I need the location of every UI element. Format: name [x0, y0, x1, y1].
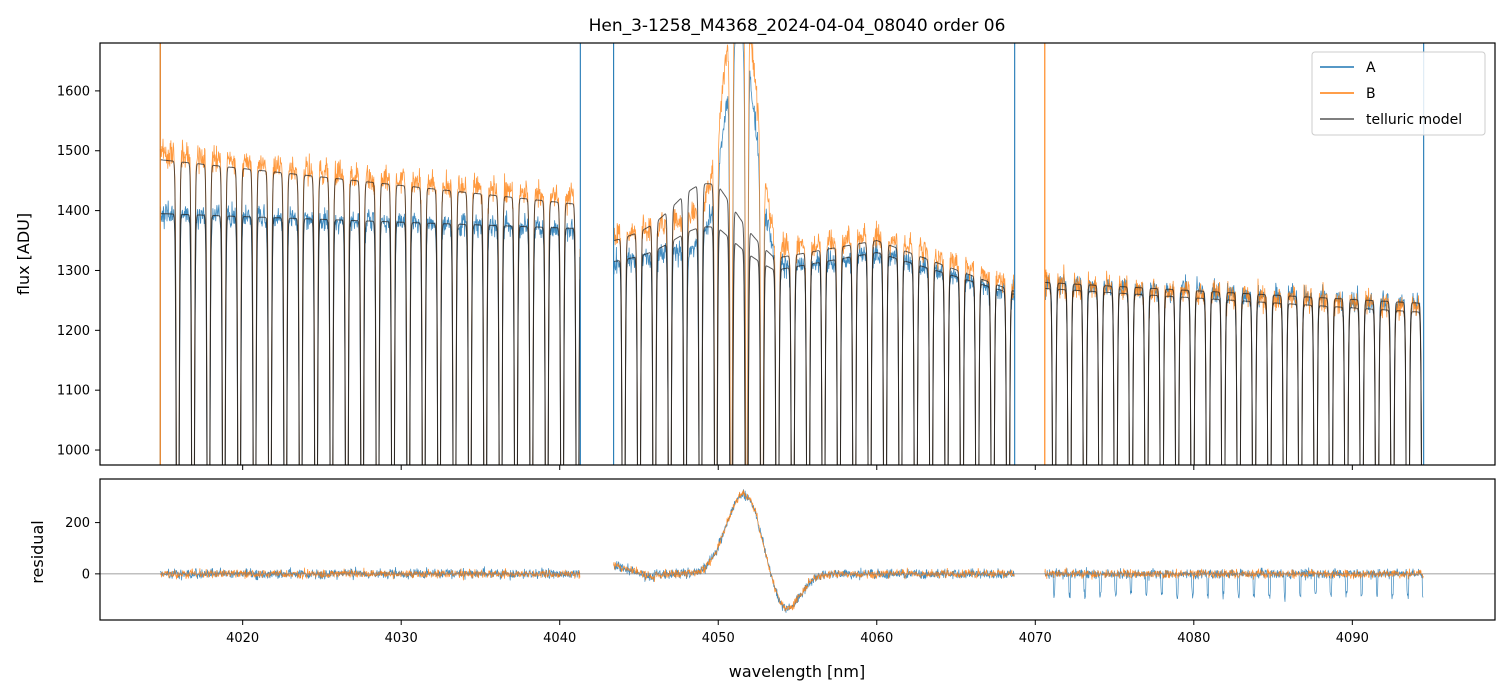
bottom-plot-area — [100, 489, 1495, 613]
x-tick-label: 4040 — [543, 631, 576, 646]
top-axes-frame — [99, 42, 1496, 466]
bottom-x-ticks: 4020 4030 4040 4050 4060 4070 4080 4090 — [226, 620, 1369, 646]
series-B-line — [613, 43, 1015, 465]
telluric-model-line — [1044, 287, 1422, 465]
y-tick-label: 200 — [65, 516, 90, 531]
y-tick-label: 1200 — [57, 324, 90, 339]
x-tick-label: 4080 — [1177, 631, 1210, 646]
legend-label-A: A — [1366, 60, 1376, 76]
y-tick-label: 1600 — [57, 84, 90, 99]
telluric-model-line — [160, 213, 581, 465]
series-A-line — [613, 43, 1015, 465]
x-tick-label: 4090 — [1336, 631, 1369, 646]
y-tick-label: 1300 — [57, 264, 90, 279]
series-A-line — [1044, 273, 1422, 465]
telluric-model-line — [160, 159, 581, 465]
legend-label-B: B — [1366, 86, 1376, 102]
legend-box — [1311, 51, 1486, 136]
telluric-model-line — [613, 183, 1015, 465]
top-y-ticks: 1000 1100 1200 1300 1400 1500 1600 — [57, 84, 100, 459]
x-tick-label: 4020 — [226, 631, 259, 646]
top-plot-area — [159, 43, 1425, 465]
x-tick-label: 4050 — [702, 631, 735, 646]
bottom-panel: 0 200 4020 4030 4040 4050 4060 4070 4080 4090 re… — [28, 478, 1496, 681]
x-axis-label: wavelength [nm] — [729, 662, 866, 681]
series-B-line — [159, 138, 581, 465]
chart-title: Hen_3-1258_M4368_2024-04-04_08040 order … — [589, 16, 1006, 36]
bottom-y-axis-label: residual — [28, 520, 47, 583]
telluric-model-line — [1044, 281, 1422, 465]
y-tick-label: 1000 — [57, 444, 90, 459]
series-A-line — [159, 200, 581, 465]
residual-B-line — [613, 489, 1015, 612]
y-tick-label: 1500 — [57, 144, 90, 159]
telluric-model-line — [613, 226, 1015, 465]
x-tick-label: 4070 — [1019, 631, 1052, 646]
series-B-line — [1044, 264, 1422, 465]
y-tick-label: 0 — [82, 567, 90, 582]
top-x-ticks — [242, 465, 1353, 470]
x-tick-label: 4030 — [385, 631, 418, 646]
x-tick-label: 4060 — [860, 631, 893, 646]
y-tick-label: 1100 — [57, 384, 90, 399]
top-y-axis-label: flux [ADU] — [14, 213, 33, 295]
residual-B-line — [1044, 567, 1424, 580]
bottom-y-ticks: 0 200 — [65, 516, 100, 582]
residual-A-line — [613, 489, 1015, 613]
bottom-axes-frame — [99, 478, 1496, 621]
legend: A B telluric model — [1311, 51, 1486, 136]
y-tick-label: 1400 — [57, 204, 90, 219]
legend-label-telluric: telluric model — [1366, 112, 1462, 128]
